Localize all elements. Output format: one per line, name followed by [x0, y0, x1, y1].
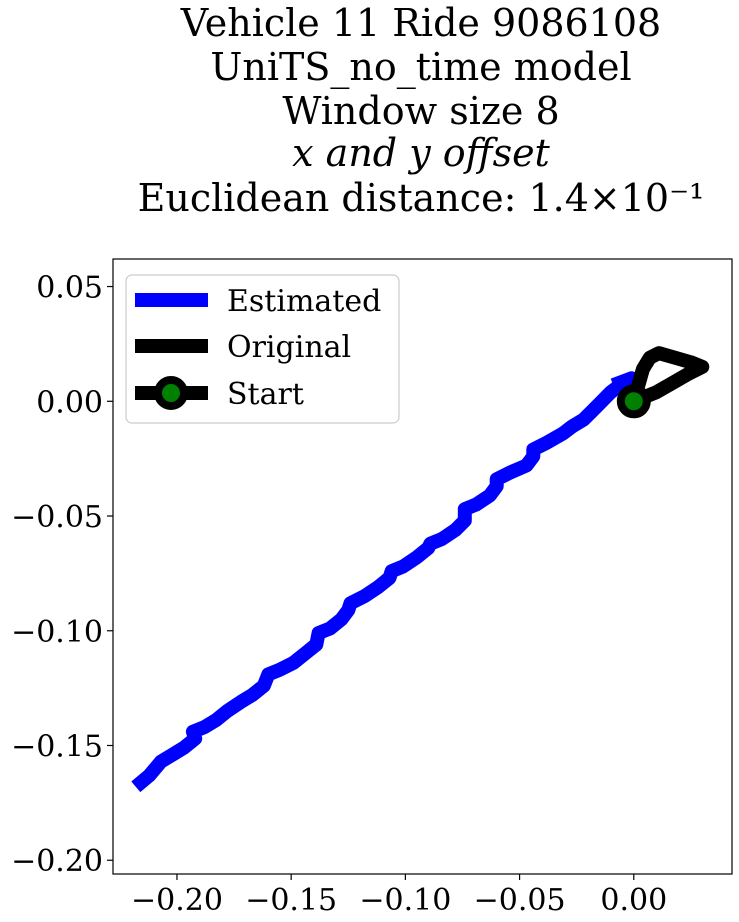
series-line-original: [626, 346, 710, 409]
title-line: Euclidean distance: 1.4×10⁻¹: [138, 176, 705, 220]
y-tick-label: −0.15: [11, 729, 103, 764]
title-line: UniTS_no_time model: [210, 45, 631, 90]
y-tick-label: −0.10: [11, 615, 103, 650]
axes-frame: [112, 258, 733, 875]
title-line: x and y offset: [292, 131, 550, 175]
y-axis: 0.05 0.00 −0.05 −0.10 −0.15 −0.20: [11, 271, 113, 879]
chart-title: Vehicle 11 Ride 9086108 UniTS_no_time mo…: [138, 1, 705, 220]
x-tick-label: −0.05: [474, 883, 566, 918]
title-line: Window size 8: [282, 89, 559, 133]
series-line-estimated: [131, 371, 639, 793]
start-marker: [616, 384, 651, 419]
legend-label-original: Original: [227, 330, 351, 365]
legend: Estimated Original Start: [125, 274, 400, 424]
plot-area: [131, 346, 710, 793]
x-tick-label: −0.10: [359, 883, 451, 918]
y-tick-label: −0.20: [11, 844, 103, 879]
title-line: Vehicle 11 Ride 9086108: [180, 1, 661, 45]
legend-label-estimated: Estimated: [227, 284, 381, 319]
x-tick-label: 0.00: [600, 883, 667, 918]
x-tick-label: −0.20: [131, 883, 223, 918]
y-tick-label: −0.05: [11, 500, 103, 535]
x-tick-label: −0.15: [245, 883, 337, 918]
y-tick-label: 0.00: [36, 385, 103, 420]
x-axis: −0.20 −0.15 −0.10 −0.05 0.00: [131, 874, 667, 918]
y-tick-label: 0.05: [36, 271, 103, 306]
legend-swatch-start-marker: [154, 376, 188, 410]
legend-label-start: Start: [227, 377, 304, 412]
